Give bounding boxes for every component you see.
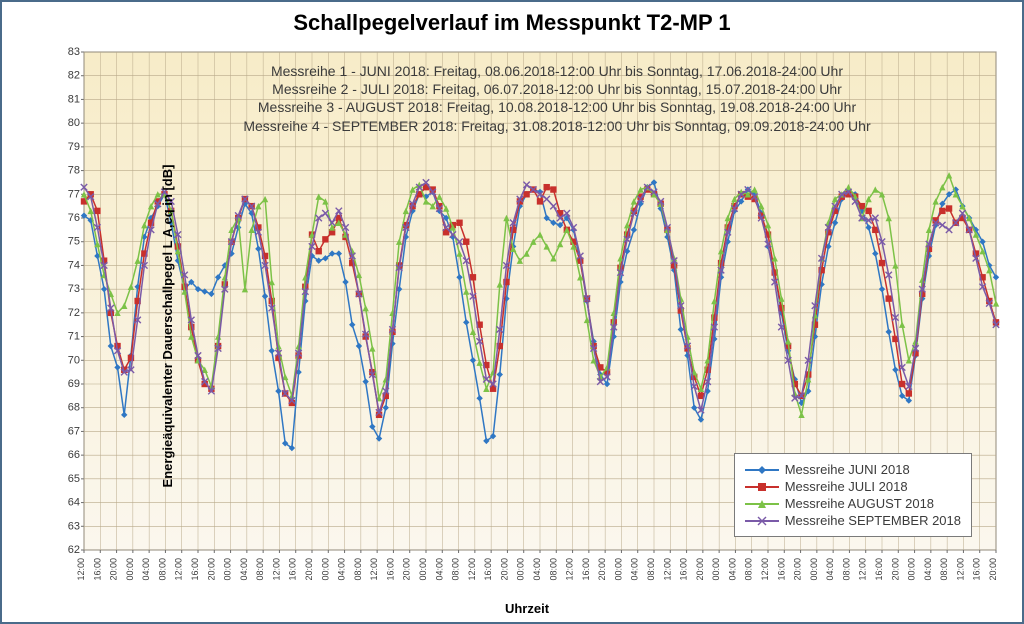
svg-text:69: 69: [68, 378, 80, 390]
svg-text:12:00: 12:00: [760, 558, 770, 581]
svg-text:74: 74: [68, 259, 80, 271]
legend: Messreihe JUNI 2018 Messreihe JULI 2018 Me…: [734, 453, 972, 537]
svg-text:04:00: 04:00: [923, 558, 933, 581]
legend-swatch: [745, 514, 779, 528]
svg-text:78: 78: [68, 165, 80, 177]
svg-text:20:00: 20:00: [597, 558, 607, 581]
svg-text:12:00: 12:00: [369, 558, 379, 581]
x-axis-label: Uhrzeit: [505, 601, 549, 616]
svg-text:00:00: 00:00: [516, 558, 526, 581]
legend-swatch: [745, 480, 779, 494]
svg-text:64: 64: [68, 497, 80, 509]
svg-text:00:00: 00:00: [125, 558, 135, 581]
svg-text:12:00: 12:00: [174, 558, 184, 581]
legend-item: Messreihe SEPTEMBER 2018: [745, 513, 961, 528]
svg-text:67: 67: [68, 425, 80, 437]
svg-text:08:00: 08:00: [353, 558, 363, 581]
svg-text:16:00: 16:00: [483, 558, 493, 581]
svg-text:04:00: 04:00: [727, 558, 737, 581]
svg-text:04:00: 04:00: [532, 558, 542, 581]
svg-text:08:00: 08:00: [451, 558, 461, 581]
svg-text:16:00: 16:00: [679, 558, 689, 581]
legend-item: Messreihe AUGUST 2018: [745, 496, 961, 511]
y-axis-label: Energieäquivalenter Dauerschallpegel L A…: [160, 165, 175, 488]
legend-label: Messreihe AUGUST 2018: [785, 496, 934, 511]
svg-text:00:00: 00:00: [711, 558, 721, 581]
svg-text:00:00: 00:00: [418, 558, 428, 581]
svg-text:68: 68: [68, 402, 80, 414]
svg-text:12:00: 12:00: [662, 558, 672, 581]
svg-text:82: 82: [68, 70, 80, 82]
legend-swatch: [745, 463, 779, 477]
svg-text:04:00: 04:00: [630, 558, 640, 581]
svg-text:16:00: 16:00: [288, 558, 298, 581]
svg-text:12:00: 12:00: [271, 558, 281, 581]
svg-text:66: 66: [68, 449, 80, 461]
svg-text:77: 77: [68, 188, 80, 200]
svg-text:20:00: 20:00: [695, 558, 705, 581]
svg-text:20:00: 20:00: [988, 558, 998, 581]
svg-text:12:00: 12:00: [858, 558, 868, 581]
svg-text:63: 63: [68, 520, 80, 532]
chart-title: Schallpegelverlauf im Messpunkt T2-MP 1: [12, 10, 1012, 36]
svg-text:00:00: 00:00: [613, 558, 623, 581]
legend-label: Messreihe SEPTEMBER 2018: [785, 513, 961, 528]
svg-text:00:00: 00:00: [223, 558, 233, 581]
chart-container: Schallpegelverlauf im Messpunkt T2-MP 1 …: [0, 0, 1024, 624]
svg-text:08:00: 08:00: [939, 558, 949, 581]
svg-text:16:00: 16:00: [874, 558, 884, 581]
svg-text:08:00: 08:00: [548, 558, 558, 581]
svg-text:08:00: 08:00: [646, 558, 656, 581]
svg-text:08:00: 08:00: [255, 558, 265, 581]
svg-text:16:00: 16:00: [190, 558, 200, 581]
svg-text:20:00: 20:00: [890, 558, 900, 581]
svg-text:20:00: 20:00: [793, 558, 803, 581]
svg-text:16:00: 16:00: [776, 558, 786, 581]
svg-text:81: 81: [68, 93, 80, 105]
legend-item: Messreihe JULI 2018: [745, 479, 961, 494]
svg-text:04:00: 04:00: [141, 558, 151, 581]
svg-text:75: 75: [68, 236, 80, 248]
legend-swatch: [745, 497, 779, 511]
svg-text:16:00: 16:00: [92, 558, 102, 581]
svg-text:00:00: 00:00: [809, 558, 819, 581]
svg-text:12:00: 12:00: [565, 558, 575, 581]
svg-text:83: 83: [68, 46, 80, 58]
svg-text:80: 80: [68, 117, 80, 129]
svg-text:04:00: 04:00: [239, 558, 249, 581]
svg-text:72: 72: [68, 307, 80, 319]
svg-text:16:00: 16:00: [385, 558, 395, 581]
svg-text:04:00: 04:00: [825, 558, 835, 581]
legend-item: Messreihe JUNI 2018: [745, 462, 961, 477]
svg-text:00:00: 00:00: [320, 558, 330, 581]
legend-label: Messreihe JUNI 2018: [785, 462, 910, 477]
svg-text:20:00: 20:00: [499, 558, 509, 581]
svg-text:08:00: 08:00: [744, 558, 754, 581]
svg-text:65: 65: [68, 473, 80, 485]
svg-text:76: 76: [68, 212, 80, 224]
svg-text:20:00: 20:00: [304, 558, 314, 581]
svg-text:62: 62: [68, 544, 80, 556]
svg-text:16:00: 16:00: [581, 558, 591, 581]
svg-text:79: 79: [68, 141, 80, 153]
svg-text:70: 70: [68, 354, 80, 366]
svg-text:00:00: 00:00: [907, 558, 917, 581]
svg-text:16:00: 16:00: [972, 558, 982, 581]
svg-text:20:00: 20:00: [402, 558, 412, 581]
svg-text:12:00: 12:00: [467, 558, 477, 581]
svg-text:20:00: 20:00: [206, 558, 216, 581]
svg-text:73: 73: [68, 283, 80, 295]
svg-text:08:00: 08:00: [157, 558, 167, 581]
svg-text:71: 71: [68, 331, 80, 343]
svg-text:12:00: 12:00: [76, 558, 86, 581]
svg-text:12:00: 12:00: [955, 558, 965, 581]
legend-label: Messreihe JULI 2018: [785, 479, 908, 494]
svg-text:04:00: 04:00: [434, 558, 444, 581]
svg-text:08:00: 08:00: [841, 558, 851, 581]
svg-text:20:00: 20:00: [109, 558, 119, 581]
svg-text:04:00: 04:00: [337, 558, 347, 581]
